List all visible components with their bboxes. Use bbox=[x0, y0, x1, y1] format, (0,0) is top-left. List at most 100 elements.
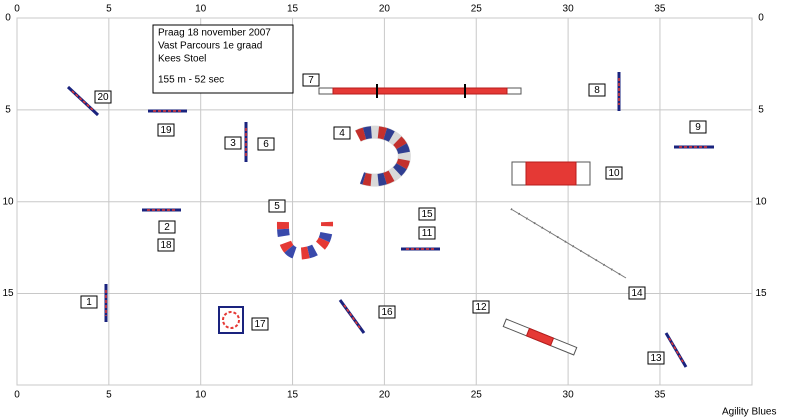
label-text: 15 bbox=[421, 209, 433, 220]
label-box bbox=[157, 123, 175, 137]
obstacle-label: 20 bbox=[94, 90, 112, 104]
info-line: Vast Parcours 1e graad bbox=[158, 41, 262, 52]
x-tick-label: 35 bbox=[654, 4, 666, 15]
x-tick-label: 5 bbox=[106, 4, 112, 15]
info-line: 155 m - 52 sec bbox=[158, 75, 224, 86]
seesaw bbox=[502, 318, 578, 356]
x-tick-label: 5 bbox=[106, 390, 112, 401]
label-box bbox=[588, 83, 606, 97]
dog-walk bbox=[318, 84, 522, 98]
label-text: 19 bbox=[160, 125, 172, 136]
label-box bbox=[80, 295, 98, 309]
x-tick-label: 35 bbox=[654, 390, 666, 401]
info-box bbox=[152, 24, 294, 94]
info-line: Praag 18 november 2007 bbox=[158, 28, 271, 39]
obstacle-label: 10 bbox=[605, 166, 623, 180]
jump bbox=[664, 332, 688, 368]
obstacle-label: 4 bbox=[333, 126, 351, 140]
y-tick-label: 10 bbox=[755, 196, 767, 207]
obstacle-label: 11 bbox=[418, 226, 436, 240]
x-tick-label: 20 bbox=[379, 4, 391, 15]
x-tick-label: 10 bbox=[195, 390, 207, 401]
label-box bbox=[472, 300, 490, 314]
label-text: 4 bbox=[339, 128, 345, 139]
x-tick-label: 15 bbox=[287, 390, 299, 401]
obstacle-label: 19 bbox=[157, 123, 175, 137]
x-tick-label: 10 bbox=[195, 4, 207, 15]
x-tick-label: 30 bbox=[563, 390, 575, 401]
label-text: 18 bbox=[160, 240, 172, 251]
label-box bbox=[302, 73, 320, 87]
label-box bbox=[628, 286, 646, 300]
label-text: 14 bbox=[631, 288, 643, 299]
label-box bbox=[333, 126, 351, 140]
x-tick-label: 30 bbox=[563, 4, 575, 15]
x-tick-label: 15 bbox=[287, 4, 299, 15]
x-tick-label: 25 bbox=[471, 390, 483, 401]
label-text: 3 bbox=[230, 138, 236, 149]
obstacle-label: 6 bbox=[257, 137, 275, 151]
label-box bbox=[257, 137, 275, 151]
jump bbox=[66, 85, 100, 117]
obstacle-label: 12 bbox=[472, 300, 490, 314]
tire bbox=[218, 306, 244, 334]
x-tick-label: 0 bbox=[14, 4, 20, 15]
label-text: 12 bbox=[475, 302, 487, 313]
obstacle-label: 13 bbox=[647, 351, 665, 365]
label-box bbox=[647, 351, 665, 365]
tunnel bbox=[355, 125, 411, 187]
y-tick-label: 0 bbox=[5, 13, 11, 24]
label-text: 5 bbox=[274, 201, 280, 212]
x-tick-label: 20 bbox=[379, 390, 391, 401]
y-tick-label: 15 bbox=[2, 288, 14, 299]
obstacle-label: 9 bbox=[689, 120, 707, 134]
info-line: Kees Stoel bbox=[158, 54, 206, 65]
label-text: 11 bbox=[422, 228, 433, 239]
obstacle-label: 15 bbox=[418, 207, 436, 221]
label-box bbox=[157, 238, 175, 252]
label-text: 10 bbox=[608, 168, 620, 179]
obstacle-label: 18 bbox=[157, 238, 175, 252]
obstacle-label: 17 bbox=[251, 317, 269, 331]
chute bbox=[511, 161, 591, 186]
label-box bbox=[224, 136, 242, 150]
obstacle-label: 2 bbox=[158, 220, 176, 234]
label-box bbox=[268, 199, 286, 213]
label-box bbox=[94, 90, 112, 104]
y-tick-label: 5 bbox=[5, 104, 11, 115]
y-tick-label: 5 bbox=[758, 104, 764, 115]
label-text: 20 bbox=[97, 92, 109, 103]
obstacle-label: 16 bbox=[378, 305, 396, 319]
label-box bbox=[418, 226, 436, 240]
tunnel bbox=[276, 221, 334, 260]
label-box bbox=[605, 166, 623, 180]
y-tick-label: 0 bbox=[758, 13, 764, 24]
label-text: 7 bbox=[308, 75, 314, 86]
label-text: 9 bbox=[695, 122, 701, 133]
jump bbox=[338, 299, 366, 334]
y-tick-label: 10 bbox=[2, 196, 14, 207]
label-box bbox=[378, 305, 396, 319]
obstacle-label: 7 bbox=[302, 73, 320, 87]
label-text: 1 bbox=[86, 297, 92, 308]
obstacle-label: 5 bbox=[268, 199, 286, 213]
obstacle-label: 1 bbox=[80, 295, 98, 309]
label-box bbox=[418, 207, 436, 221]
label-text: 16 bbox=[381, 307, 393, 318]
weave-poles bbox=[510, 208, 627, 279]
obstacle-label: 8 bbox=[588, 83, 606, 97]
x-tick-label: 0 bbox=[14, 390, 20, 401]
label-text: 13 bbox=[650, 353, 662, 364]
label-box bbox=[251, 317, 269, 331]
label-box bbox=[158, 220, 176, 234]
obstacle-label: 3 bbox=[224, 136, 242, 150]
footer: Agility Blues bbox=[722, 407, 776, 418]
obstacle-label: 14 bbox=[628, 286, 646, 300]
label-text: 6 bbox=[263, 139, 269, 150]
equipment bbox=[66, 72, 714, 368]
y-tick-label: 15 bbox=[755, 288, 767, 299]
label-text: 2 bbox=[164, 222, 170, 233]
label-text: 17 bbox=[254, 319, 266, 330]
